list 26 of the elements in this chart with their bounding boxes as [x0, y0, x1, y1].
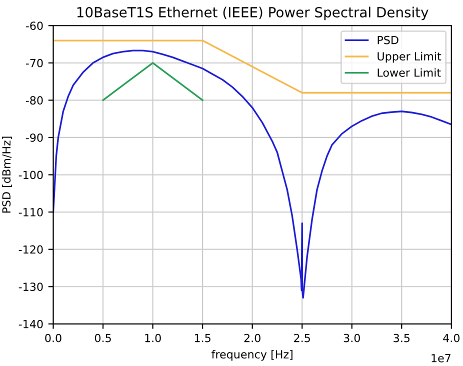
y-tick-label: -120: [18, 245, 43, 254]
legend-label: Lower Limit: [378, 68, 441, 77]
x-axis-title: frequency [Hz]: [212, 350, 292, 361]
y-tick-label: -70: [26, 58, 43, 68]
x-tick-label: 1.0: [145, 334, 161, 342]
x-tick-label: 0.0: [45, 334, 62, 342]
y-tick-label: -90: [26, 133, 43, 142]
x-tick-label: 3.0: [344, 334, 360, 342]
x-tick-label: 1.5: [194, 334, 210, 342]
text: 1e7: [432, 354, 450, 362]
x-tick-label: 2.0: [244, 334, 260, 342]
x-tick-label: 4.0: [443, 334, 460, 342]
y-tick-label: -80: [26, 96, 43, 105]
y-axis-title: PSD [dBm/Hz]: [2, 136, 12, 213]
y-tick-label: -100: [18, 170, 43, 180]
y-tick-label: -60: [26, 22, 43, 30]
x-tick-label: 0.5: [94, 334, 111, 342]
x-tick-label: 2.5: [294, 334, 310, 342]
chart-title: 10BaseT1S Ethernet (IEEE) Power Spectral Density: [77, 6, 428, 20]
x-tick-label: 3.5: [394, 334, 410, 342]
y-tick-label: -110: [18, 208, 43, 216]
legend-label: PSD: [378, 36, 398, 44]
line-series: [53, 50, 452, 299]
y-tick-label: -130: [18, 282, 43, 292]
legend-label: Upper Limit: [378, 52, 442, 63]
y-tick-label: -140: [18, 320, 43, 328]
